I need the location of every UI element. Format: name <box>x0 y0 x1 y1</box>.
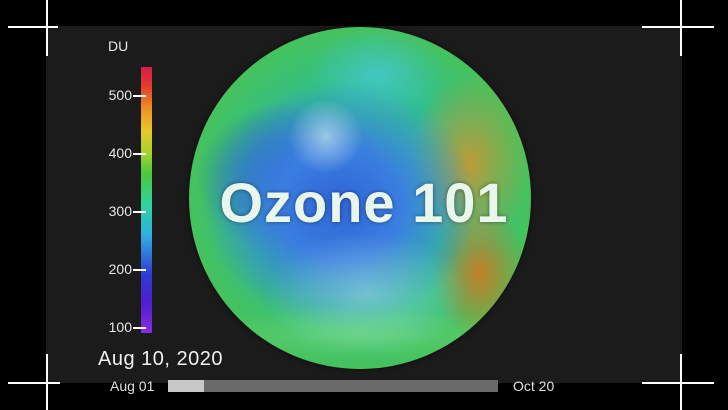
crop-mark-top-left-v <box>46 0 48 56</box>
crop-mark-bottom-right-v <box>680 354 682 410</box>
crop-mark-bottom-left-v <box>46 354 48 410</box>
timeline-end-label: Oct 20 <box>513 378 555 394</box>
antarctica-overlay <box>189 27 531 369</box>
colorbar-unit-label: DU <box>108 38 129 54</box>
colorbar-tick-label: 500 <box>108 87 132 103</box>
crop-mark-top-right-v <box>680 0 682 56</box>
colorbar-tick-mark <box>133 95 146 97</box>
colorbar-tick-mark <box>133 153 146 155</box>
timeline-start-label: Aug 01 <box>110 378 155 394</box>
colorbar-tick-mark <box>133 211 146 213</box>
colorbar-tick-label: 100 <box>108 319 132 335</box>
video-title: Ozone 101 <box>219 171 509 234</box>
colorbar-tick-mark <box>133 269 146 271</box>
colorbar <box>141 67 152 333</box>
colorbar-tick-label: 200 <box>108 261 132 277</box>
crop-mark-bottom-left-h <box>8 382 60 384</box>
colorbar-tick-label: 400 <box>108 145 132 161</box>
current-date-label: Aug 10, 2020 <box>98 348 223 370</box>
colorbar-tick-label: 300 <box>108 203 132 219</box>
ozone-globe-image <box>189 27 531 369</box>
crop-mark-top-right-h <box>642 26 714 28</box>
timeline-scrubber[interactable] <box>168 380 498 392</box>
crop-mark-top-left-h <box>8 26 58 28</box>
colorbar-tick-mark <box>133 327 146 329</box>
crop-mark-bottom-right-h <box>642 382 714 384</box>
timeline-progress-fill <box>168 380 205 392</box>
